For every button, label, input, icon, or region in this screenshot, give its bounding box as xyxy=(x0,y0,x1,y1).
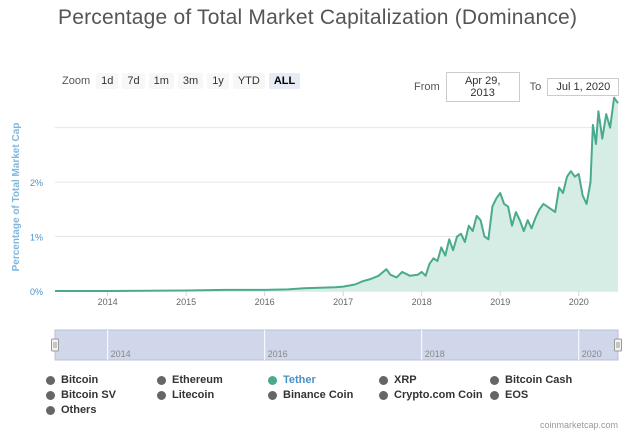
legend-item-eos[interactable]: EOS xyxy=(490,388,601,402)
legend-label: Others xyxy=(61,404,97,416)
x-tick-label: 2019 xyxy=(490,297,510,307)
legend-marker-icon xyxy=(46,390,55,400)
y-tick-label: 1% xyxy=(30,233,43,243)
legend-label: Binance Coin xyxy=(283,389,354,401)
y-tick-label: 0% xyxy=(30,287,43,297)
x-tick-label: 2016 xyxy=(255,297,275,307)
zoom-button-1m[interactable]: 1m xyxy=(148,73,174,89)
chart-title: Percentage of Total Market Capitalizatio… xyxy=(58,6,578,29)
legend-label: Litecoin xyxy=(172,389,215,401)
legend-marker-icon xyxy=(379,390,388,400)
navigator-range-mask[interactable] xyxy=(54,329,619,361)
legend-label: Bitcoin SV xyxy=(61,389,117,401)
zoom-button-7d[interactable]: 7d xyxy=(122,73,145,89)
legend-marker-icon xyxy=(490,375,499,385)
zoom-button-group: 1d 7d 1m 3m 1y YTD ALL xyxy=(96,73,304,89)
x-tick-label: 2017 xyxy=(333,297,353,307)
legend-marker-icon xyxy=(157,390,166,400)
navigator-tick-label: 2016 xyxy=(268,349,288,359)
legend-marker-icon xyxy=(379,375,388,385)
legend-item-xrp[interactable]: XRP xyxy=(379,373,490,387)
navigator-right-handle[interactable] xyxy=(614,338,622,352)
x-tick-label: 2018 xyxy=(412,297,432,307)
navigator-left-handle[interactable] xyxy=(51,338,59,352)
x-tick-label: 2020 xyxy=(569,297,589,307)
legend-marker-icon xyxy=(46,375,55,385)
legend-item-bitcoin-sv[interactable]: Bitcoin SV xyxy=(46,388,157,402)
legend-label: Crypto.com Coin xyxy=(394,389,483,401)
navigator-tick-label: 2018 xyxy=(425,349,445,359)
legend-marker-icon xyxy=(268,390,277,400)
from-label: From xyxy=(414,81,440,93)
series-line-tether[interactable] xyxy=(55,96,619,292)
legend-label: Bitcoin xyxy=(61,374,99,386)
zoom-label: Zoom xyxy=(62,75,91,87)
x-tick-label: 2014 xyxy=(98,297,118,307)
legend-item-ethereum[interactable]: Ethereum xyxy=(157,373,268,387)
dominance-chart[interactable]: 0% 1% 2% Percentage of Total Market Cap 2014… xyxy=(0,0,628,372)
zoom-button-1d[interactable]: 1d xyxy=(96,73,119,89)
legend-item-tether[interactable]: Tether xyxy=(268,373,379,387)
zoom-button-1y[interactable]: 1y xyxy=(207,73,229,89)
legend-marker-icon xyxy=(46,405,55,415)
legend-item-litecoin[interactable]: Litecoin xyxy=(157,388,268,402)
chart-legend: Bitcoin Ethereum Tether XRP Bitcoin Cash Bitc… xyxy=(46,373,606,417)
legend-marker-icon xyxy=(157,375,166,385)
navigator-tick-label: 2020 xyxy=(582,349,602,359)
x-tick-label: 2015 xyxy=(176,297,196,307)
zoom-controls: Zoom 1d 7d 1m 3m 1y YTD ALL xyxy=(62,73,304,89)
legend-label: EOS xyxy=(505,389,529,401)
legend-marker-icon xyxy=(268,375,277,385)
legend-marker-icon xyxy=(490,390,499,400)
to-label: To xyxy=(529,81,542,93)
legend-item-others[interactable]: Others xyxy=(46,403,157,417)
chart-credit[interactable]: coinmarketcap.com xyxy=(539,420,618,430)
y-axis-title: Percentage of Total Market Cap xyxy=(11,123,22,272)
series-area-tether xyxy=(55,97,618,291)
zoom-button-3m[interactable]: 3m xyxy=(177,73,204,89)
legend-item-bitcoin[interactable]: Bitcoin xyxy=(46,373,157,387)
to-date-input[interactable]: Jul 1, 2020 xyxy=(547,78,620,96)
zoom-button-all[interactable]: ALL xyxy=(268,73,301,89)
legend-label: Tether xyxy=(283,374,316,386)
legend-item-crypto-com-coin[interactable]: Crypto.com Coin xyxy=(379,388,490,402)
date-range-selector: From Apr 29, 2013 To Jul 1, 2020 xyxy=(414,72,620,102)
legend-label: XRP xyxy=(394,374,417,386)
legend-label: Ethereum xyxy=(172,374,223,386)
zoom-button-ytd[interactable]: YTD xyxy=(232,73,265,89)
y-tick-label: 2% xyxy=(30,178,43,188)
legend-item-bitcoin-cash[interactable]: Bitcoin Cash xyxy=(490,373,601,387)
legend-label: Bitcoin Cash xyxy=(505,374,573,386)
navigator-tick-label: 2014 xyxy=(111,349,131,359)
legend-item-binance-coin[interactable]: Binance Coin xyxy=(268,388,379,402)
from-date-input[interactable]: Apr 29, 2013 xyxy=(445,72,520,102)
